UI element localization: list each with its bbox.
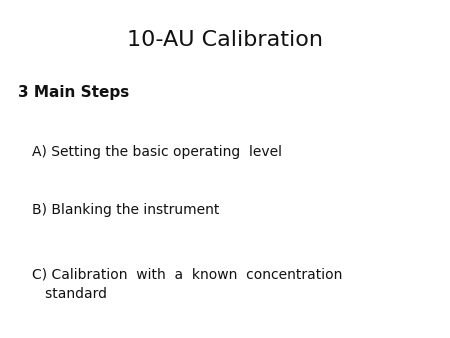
Text: C) Calibration  with  a  known  concentration
   standard: C) Calibration with a known concentratio… bbox=[32, 267, 342, 300]
Text: A) Setting the basic operating  level: A) Setting the basic operating level bbox=[32, 145, 282, 159]
Text: 3 Main Steps: 3 Main Steps bbox=[18, 84, 129, 99]
Text: 10-AU Calibration: 10-AU Calibration bbox=[127, 30, 323, 50]
Text: B) Blanking the instrument: B) Blanking the instrument bbox=[32, 203, 219, 217]
